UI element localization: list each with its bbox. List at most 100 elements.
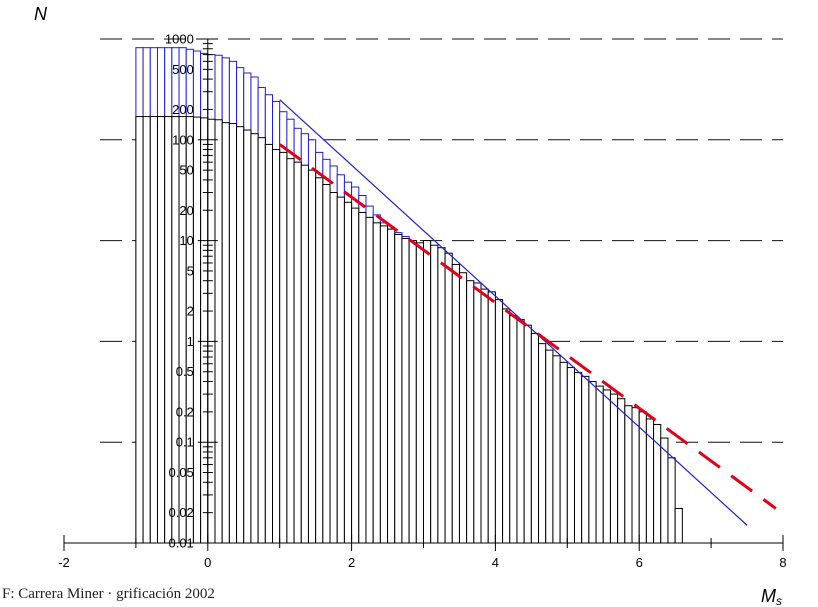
bar-series1-10 <box>207 118 216 544</box>
bar-series1-61 <box>573 372 583 544</box>
y-tick-label: 0.5 <box>176 364 194 379</box>
bar-series1-70 <box>638 411 647 544</box>
bar-series1-68 <box>624 405 633 544</box>
bar-series1-43 <box>444 252 453 544</box>
bar-series1-37 <box>401 237 410 544</box>
bar-series1-55 <box>530 332 540 544</box>
bar-series1-44 <box>451 263 460 544</box>
bar-series1-75 <box>674 507 683 544</box>
y-axis-label: N <box>34 4 48 24</box>
bar-series1-20 <box>279 151 288 544</box>
y-tick-label: 5 <box>187 263 194 278</box>
bar-series1-42 <box>437 247 446 544</box>
bar-series1-67 <box>617 398 626 544</box>
bar-series1-39 <box>415 242 424 544</box>
bar-series1-63 <box>588 381 597 544</box>
bar-series1-58 <box>552 355 561 544</box>
x-tick-label: 0 <box>204 555 211 570</box>
bar-series1-31 <box>358 212 367 544</box>
y-tick-label: 200 <box>172 102 194 117</box>
bar-series1-73 <box>660 437 669 544</box>
bar-series1-69 <box>631 407 640 544</box>
y-tick-label: 50 <box>179 163 193 178</box>
bar-series1-15 <box>243 129 252 544</box>
bar-series1-12 <box>221 122 230 544</box>
y-tick-label: 0.01 <box>168 536 193 551</box>
bar-series1-14 <box>236 126 245 544</box>
bar-series1-59 <box>559 361 568 544</box>
bar-series1-52 <box>509 315 518 544</box>
bar-series1-60 <box>566 367 575 544</box>
bar-series1-28 <box>336 196 345 544</box>
bar-series1-72 <box>653 423 662 544</box>
bar-series1-65 <box>602 389 611 544</box>
figure-caption: F: Carrera Miner · grificación 2002 <box>2 586 215 602</box>
fit-line-0 <box>279 99 748 526</box>
bar-series1-8 <box>192 116 202 544</box>
y-tick-label: 0.2 <box>176 404 194 419</box>
x-axis-label-main: M <box>761 586 776 606</box>
bar-series1-22 <box>293 161 302 544</box>
bar-series1-25 <box>315 177 324 544</box>
fit-line-1 <box>278 143 777 510</box>
bar-series1-66 <box>609 393 619 544</box>
bar-series1-40 <box>423 240 432 544</box>
bar-series1-49 <box>487 291 496 544</box>
bar-series1-30 <box>351 207 360 544</box>
bar-series1-9 <box>200 117 209 544</box>
bar-series1-32 <box>365 216 374 544</box>
bar-series1-45 <box>458 272 468 544</box>
bar-series1-41 <box>430 244 439 544</box>
bar-series1-64 <box>595 385 604 544</box>
y-tick-label: 2 <box>187 304 194 319</box>
bar-series1-56 <box>538 343 547 544</box>
y-tick-label: 20 <box>179 203 193 218</box>
tick-labels: 0.010.020.050.10.20.51251020501002005001… <box>58 32 786 571</box>
bar-series1-51 <box>502 308 511 544</box>
bar-series1-23 <box>300 164 309 544</box>
bar-series1-2 <box>149 116 158 544</box>
bar-series1-17 <box>257 137 266 544</box>
bar-series1-16 <box>250 133 259 544</box>
bar-series1-24 <box>307 169 317 544</box>
bar-series1-21 <box>286 158 295 544</box>
x-tick-label: 8 <box>779 555 786 570</box>
bar-series1-54 <box>523 324 532 544</box>
y-tick-label: 500 <box>172 62 194 77</box>
bar-series1-47 <box>473 282 482 544</box>
bar-series1-36 <box>394 233 403 544</box>
bar-series1-53 <box>516 318 525 544</box>
x-tick-label: 2 <box>348 555 355 570</box>
y-tick-label: 10 <box>179 233 193 248</box>
bar-series1-46 <box>466 280 475 544</box>
bar-series1-33 <box>372 222 381 544</box>
x-tick-label: 4 <box>492 555 499 570</box>
bar-series1-35 <box>387 228 396 544</box>
bar-series1-62 <box>581 375 590 544</box>
bar-series1-38 <box>408 240 417 544</box>
bar-series1-34 <box>379 225 389 544</box>
x-axis-label-sub: s <box>776 594 782 607</box>
bar-series1-19 <box>272 149 281 544</box>
bar-series1-18 <box>264 143 274 544</box>
bar-series1-57 <box>545 349 554 544</box>
axes <box>63 38 784 551</box>
y-tick-label: 1 <box>187 334 194 349</box>
bar-series1-0 <box>135 116 144 544</box>
bar-series1-50 <box>494 299 504 544</box>
bar-series1-74 <box>667 457 676 544</box>
y-tick-label: 0.05 <box>168 465 193 480</box>
y-tick-label: 1000 <box>165 32 194 47</box>
x-tick-label: -2 <box>58 555 70 570</box>
x-tick-label: 6 <box>636 555 643 570</box>
fit-lines <box>278 99 777 526</box>
x-axis-label: Ms <box>761 586 782 607</box>
bar-series1-27 <box>329 192 338 544</box>
bar-series1-29 <box>343 201 353 544</box>
histogram-bars <box>135 47 683 544</box>
bar-series1-11 <box>214 119 223 544</box>
bar-series1-13 <box>228 123 238 544</box>
y-tick-label: 0.1 <box>176 435 194 450</box>
bar-series1-48 <box>480 288 489 544</box>
